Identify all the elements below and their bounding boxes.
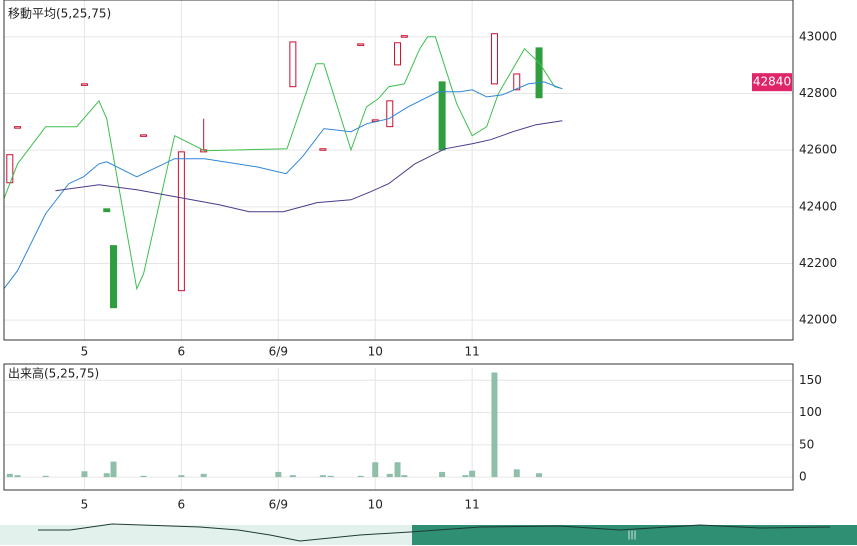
volume-bar	[319, 475, 326, 478]
navigator-line	[38, 523, 831, 542]
candle-body	[103, 208, 111, 213]
volume-bar	[200, 473, 207, 478]
y-tick-label: 150	[799, 373, 822, 387]
navigator-handle[interactable]: |||	[627, 531, 636, 541]
x-tick-label: 6/9	[269, 345, 288, 359]
volume-bar	[401, 475, 408, 478]
candle-body	[357, 43, 365, 46]
y-tick-label: 42200	[799, 256, 837, 270]
moving-average-line	[3, 36, 563, 291]
candle-body	[394, 42, 402, 66]
candle-body	[110, 245, 118, 309]
last-price-box	[752, 73, 792, 92]
y-tick-label: 100	[799, 405, 822, 419]
panel: 42000 42200 42400 42600 42800 43000 5 6 6/9 10 11 4…	[3, 0, 837, 359]
candle-body	[490, 33, 498, 85]
x-tick-label: 6	[178, 498, 186, 512]
volume-bar	[536, 473, 543, 478]
chart-title: 移動平均(5,25,75)	[8, 7, 111, 21]
candle-body	[319, 148, 327, 151]
volume-bar	[81, 471, 88, 478]
x-tick-label: 11	[465, 345, 480, 359]
y-tick-label: 42600	[799, 143, 837, 157]
x-tick-label: 10	[368, 498, 383, 512]
volume-bar	[14, 475, 21, 478]
volume-bar	[140, 475, 147, 478]
chart-title: 出来高(5,25,75)	[8, 366, 99, 381]
moving-average-line	[55, 120, 563, 213]
candle-body	[140, 134, 148, 137]
y-tick-label: 0	[799, 470, 807, 484]
volume-bar	[372, 462, 379, 478]
candle-body	[177, 151, 185, 292]
y-tick-label: 42800	[799, 86, 837, 100]
volume-frame	[3, 363, 794, 491]
candle-body	[14, 126, 22, 129]
x-tick-label: 11	[465, 498, 480, 512]
candle-body	[535, 47, 543, 99]
volume-bar	[513, 469, 520, 478]
x-tick-label: 6/9	[269, 498, 288, 512]
y-tick-label: 42000	[799, 313, 837, 327]
candle-body	[400, 35, 408, 38]
volume-bar	[42, 475, 49, 478]
volume-bar	[275, 471, 282, 478]
volume-bar	[439, 471, 446, 478]
y-tick-label: 42400	[799, 199, 837, 213]
volume-bar	[327, 475, 334, 478]
volume-bar	[357, 475, 364, 478]
last-price-label: 42840	[753, 75, 791, 89]
candle-body	[386, 100, 394, 128]
navigator-track	[0, 525, 412, 545]
volume-bar	[469, 470, 476, 478]
x-tick-label: 6	[178, 345, 186, 359]
volume-bar	[491, 372, 498, 478]
volume-bar	[289, 475, 296, 478]
y-tick-label: 43000	[799, 29, 837, 43]
volume-bar	[462, 475, 469, 478]
x-tick-label: 5	[81, 345, 89, 359]
panel: 0 50 100 150 5 6 6/9 10 11	[4, 368, 822, 512]
x-tick-label: 5	[81, 498, 89, 512]
x-tick-label: 10	[368, 345, 383, 359]
volume-bar	[178, 475, 185, 478]
navigator: |||	[0, 523, 857, 545]
volume-bar	[103, 473, 110, 478]
moving-average-line	[3, 81, 563, 290]
candle-body	[80, 83, 88, 86]
navigator-window[interactable]	[412, 525, 857, 545]
volume-bar	[386, 473, 393, 478]
volume-bar	[394, 462, 401, 478]
candle-body	[289, 41, 297, 88]
y-tick-label: 50	[799, 437, 814, 451]
price-frame	[3, 0, 794, 341]
volume-bar	[6, 473, 13, 478]
candle-body	[513, 73, 521, 91]
volume-bar	[110, 461, 117, 478]
